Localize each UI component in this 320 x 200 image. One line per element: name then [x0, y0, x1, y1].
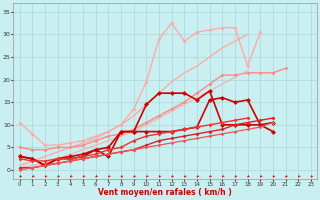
X-axis label: Vent moyen/en rafales ( km/h ): Vent moyen/en rafales ( km/h )	[99, 188, 232, 197]
